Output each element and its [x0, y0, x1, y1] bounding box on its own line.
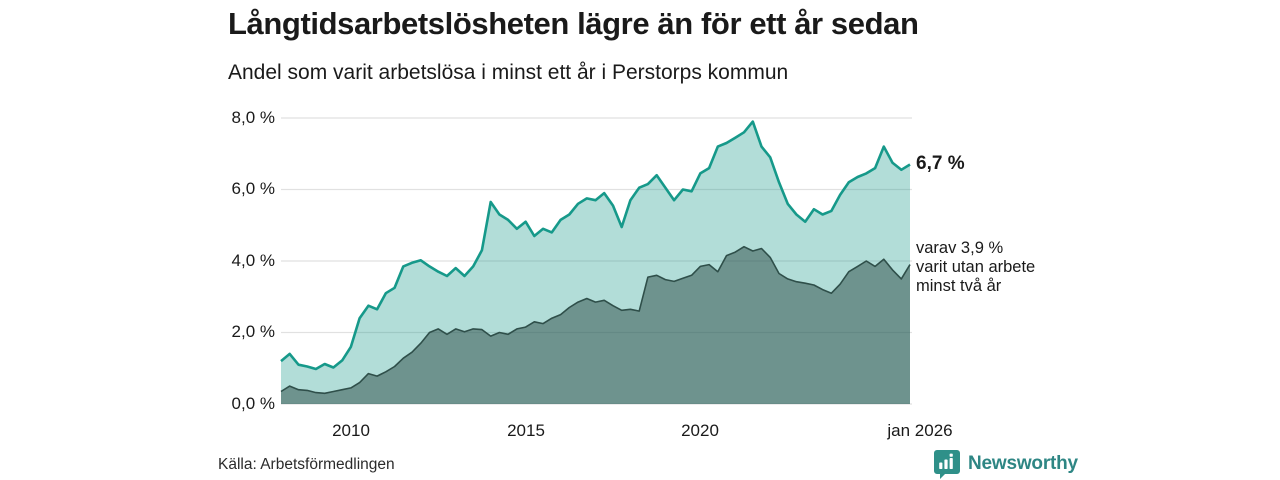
- brand-link[interactable]: Newsworthy: [933, 449, 1078, 479]
- y-tick-label: 0,0 %: [231, 394, 275, 413]
- brand-name: Newsworthy: [968, 453, 1078, 474]
- latest-value-label: 6,7 %: [916, 153, 965, 174]
- y-tick-label: 4,0 %: [231, 251, 275, 270]
- subset-value-line: varit utan arbete: [916, 258, 1036, 276]
- subset-value-label: varav 3,9 % varit utan arbete minst två …: [916, 239, 1035, 296]
- chart-subtitle: Andel som varit arbetslösa i minst ett å…: [228, 61, 789, 84]
- x-tick-label: 2015: [507, 421, 545, 440]
- subset-value-line: minst två år: [916, 277, 1002, 295]
- source-note: Källa: Arbetsförmedlingen: [218, 456, 395, 473]
- x-tick-label: jan 2026: [887, 421, 953, 440]
- y-tick-label: 2,0 %: [231, 322, 275, 341]
- y-tick-label: 8,0 %: [231, 108, 275, 127]
- subset-value-line: varav 3,9 %: [916, 239, 1004, 257]
- x-tick-label: 2020: [681, 421, 719, 440]
- x-tick-label: 2010: [332, 421, 370, 440]
- page-title: Långtidsarbetslösheten lägre än för ett …: [228, 6, 919, 41]
- newsworthy-logo-icon: [933, 449, 961, 479]
- y-tick-label: 6,0 %: [231, 179, 275, 198]
